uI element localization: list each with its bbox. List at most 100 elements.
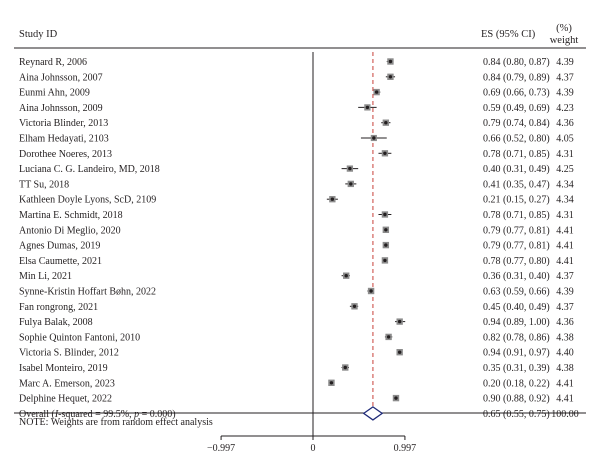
point-estimate <box>374 90 379 94</box>
study-row: Fan rongrong, 2021 0.45 (0.40, 0.49) 4.37 <box>19 302 574 313</box>
study-row: Victoria Blinder, 2013 0.79 (0.74, 0.84) 4… <box>19 118 574 129</box>
effect-size-text: 0.45 (0.40, 0.49) <box>483 302 550 313</box>
footnote: NOTE: Weights are from random effect ana… <box>19 417 213 428</box>
effect-size-text: 0.82 (0.78, 0.86) <box>483 332 550 343</box>
point-estimate <box>384 228 388 232</box>
point-estimate <box>397 350 402 354</box>
weight-text: 4.38 <box>556 332 574 343</box>
weight-text: 4.41 <box>556 394 574 405</box>
study-name: Fulya Balak, 2008 <box>19 317 93 328</box>
study-row: Martina E. Schmidt, 2018 0.78 (0.71, 0.85… <box>19 210 574 221</box>
weight-text: 4.39 <box>556 88 574 99</box>
study-name: Marc A. Emerson, 2023 <box>19 378 115 389</box>
weight-text: 4.25 <box>556 164 574 175</box>
effect-size-text: 0.79 (0.77, 0.81) <box>483 225 550 236</box>
study-name: Victoria Blinder, 2013 <box>19 118 108 129</box>
weight-column-header-pct: (%) <box>556 23 572 34</box>
weight-text: 4.34 <box>556 179 574 190</box>
x-axis-tick-label: −0.997 <box>207 443 235 454</box>
study-row: Elham Hedayati, 2103 0.66 (0.52, 0.80) 4.0… <box>19 134 574 145</box>
study-name: Sophie Quinton Fantoni, 2010 <box>19 332 140 343</box>
study-name: Victoria S. Blinder, 2012 <box>19 348 119 359</box>
effect-size-text: 0.59 (0.49, 0.69) <box>483 103 550 114</box>
weight-text: 4.40 <box>556 348 574 359</box>
point-estimate <box>386 335 391 339</box>
study-row: Sophie Quinton Fantoni, 2010 0.82 (0.78, … <box>19 332 574 343</box>
weight-text: 4.41 <box>556 378 574 389</box>
study-name: Dorothee Noeres, 2013 <box>19 149 112 160</box>
point-estimate <box>388 59 393 64</box>
effect-size-text: 0.21 (0.15, 0.27) <box>483 195 550 206</box>
study-name: Reynard R, 2006 <box>19 57 87 68</box>
point-estimate <box>352 304 357 308</box>
study-row: Delphine Hequet, 2022 0.90 (0.88, 0.92) 4.… <box>19 394 574 405</box>
study-name: Min Li, 2021 <box>19 271 72 282</box>
effect-size-text: 0.79 (0.74, 0.84) <box>483 118 550 129</box>
effect-size-text: 0.69 (0.66, 0.73) <box>483 88 550 99</box>
point-estimate <box>397 319 402 324</box>
weight-text: 4.39 <box>556 57 574 68</box>
point-estimate <box>394 396 398 400</box>
weight-text: 4.36 <box>556 317 574 328</box>
study-row: Elsa Caumette, 2021 0.78 (0.77, 0.80) 4.41 <box>19 256 574 267</box>
study-row: Marc A. Emerson, 2023 0.20 (0.18, 0.22) 4.… <box>19 378 574 389</box>
effect-size-text: 0.40 (0.31, 0.49) <box>483 164 550 175</box>
study-name: Antonio Di Meglio, 2020 <box>19 225 121 236</box>
effect-size-text: 0.84 (0.79, 0.89) <box>483 72 550 83</box>
overall-effect-size-text: 0.65 (0.55, 0.75) <box>483 409 550 420</box>
weight-text: 4.31 <box>556 210 574 221</box>
effect-size-text: 0.66 (0.52, 0.80) <box>483 134 550 145</box>
effect-size-text: 0.90 (0.88, 0.92) <box>483 394 550 405</box>
point-estimate <box>372 136 376 140</box>
study-row: Aina Johnsson, 2007 0.84 (0.79, 0.89) 4.37 <box>19 72 574 83</box>
point-estimate <box>344 274 348 278</box>
study-row: Agnes Dumas, 2019 0.79 (0.77, 0.81) 4.41 <box>19 241 574 252</box>
point-estimate <box>384 243 388 247</box>
point-estimate <box>383 212 387 217</box>
effect-size-text: 0.41 (0.35, 0.47) <box>483 179 550 190</box>
study-row: Luciana C. G. Landeiro, MD, 2018 0.40 (0.… <box>19 164 574 175</box>
study-name: Elham Hedayati, 2103 <box>19 134 109 145</box>
weight-text: 4.31 <box>556 149 574 160</box>
point-estimate <box>349 182 353 186</box>
effect-size-text: 0.78 (0.77, 0.80) <box>483 256 550 267</box>
study-row: Dorothee Noeres, 2013 0.78 (0.71, 0.85) 4.… <box>19 149 574 160</box>
weight-text: 4.34 <box>556 195 574 206</box>
point-estimate <box>369 289 373 293</box>
point-estimate <box>348 166 352 171</box>
study-name: Elsa Caumette, 2021 <box>19 256 102 267</box>
weight-text: 4.39 <box>556 287 574 298</box>
study-name: Fan rongrong, 2021 <box>19 302 98 313</box>
effect-size-text: 0.79 (0.77, 0.81) <box>483 241 550 252</box>
study-name: Isabel Monteiro, 2019 <box>19 363 108 374</box>
weight-text: 4.23 <box>556 103 574 114</box>
study-column-header: Study ID <box>19 29 58 40</box>
weight-text: 4.41 <box>556 241 574 252</box>
study-name: Delphine Hequet, 2022 <box>19 394 112 405</box>
study-row: Isabel Monteiro, 2019 0.35 (0.31, 0.39) 4.… <box>19 363 574 374</box>
study-name: Kathleen Doyle Lyons, ScD, 2109 <box>19 195 156 206</box>
point-estimate <box>343 365 347 370</box>
x-axis-tick-label: 0.997 <box>394 443 417 454</box>
overall-diamond <box>362 406 384 421</box>
effect-size-text: 0.63 (0.59, 0.66) <box>483 287 550 298</box>
study-name: Luciana C. G. Landeiro, MD, 2018 <box>19 164 160 175</box>
point-estimate <box>383 151 387 155</box>
study-name: Martina E. Schmidt, 2018 <box>19 210 123 221</box>
study-name: Agnes Dumas, 2019 <box>19 241 100 252</box>
point-estimate <box>388 75 393 79</box>
overall-label: Overall (I-squared = 99.5%, p = 0.000) <box>19 409 176 420</box>
point-estimate <box>383 258 387 263</box>
study-row: Kathleen Doyle Lyons, ScD, 2109 0.21 (0.1… <box>19 195 574 206</box>
effect-size-text: 0.84 (0.80, 0.87) <box>483 57 550 68</box>
effect-size-text: 0.78 (0.71, 0.85) <box>483 210 550 221</box>
study-row: Reynard R, 2006 0.84 (0.80, 0.87) 4.39 <box>19 57 574 68</box>
study-row: Fulya Balak, 2008 0.94 (0.89, 1.00) 4.36 <box>19 317 574 328</box>
point-estimate <box>384 121 388 125</box>
effect-size-text: 0.36 (0.31, 0.40) <box>483 271 550 282</box>
study-name: Aina Johnsson, 2009 <box>19 103 103 114</box>
study-row: Victoria S. Blinder, 2012 0.94 (0.91, 0.9… <box>19 348 574 359</box>
effect-size-text: 0.94 (0.89, 1.00) <box>483 317 550 328</box>
weight-text: 4.37 <box>556 72 574 83</box>
